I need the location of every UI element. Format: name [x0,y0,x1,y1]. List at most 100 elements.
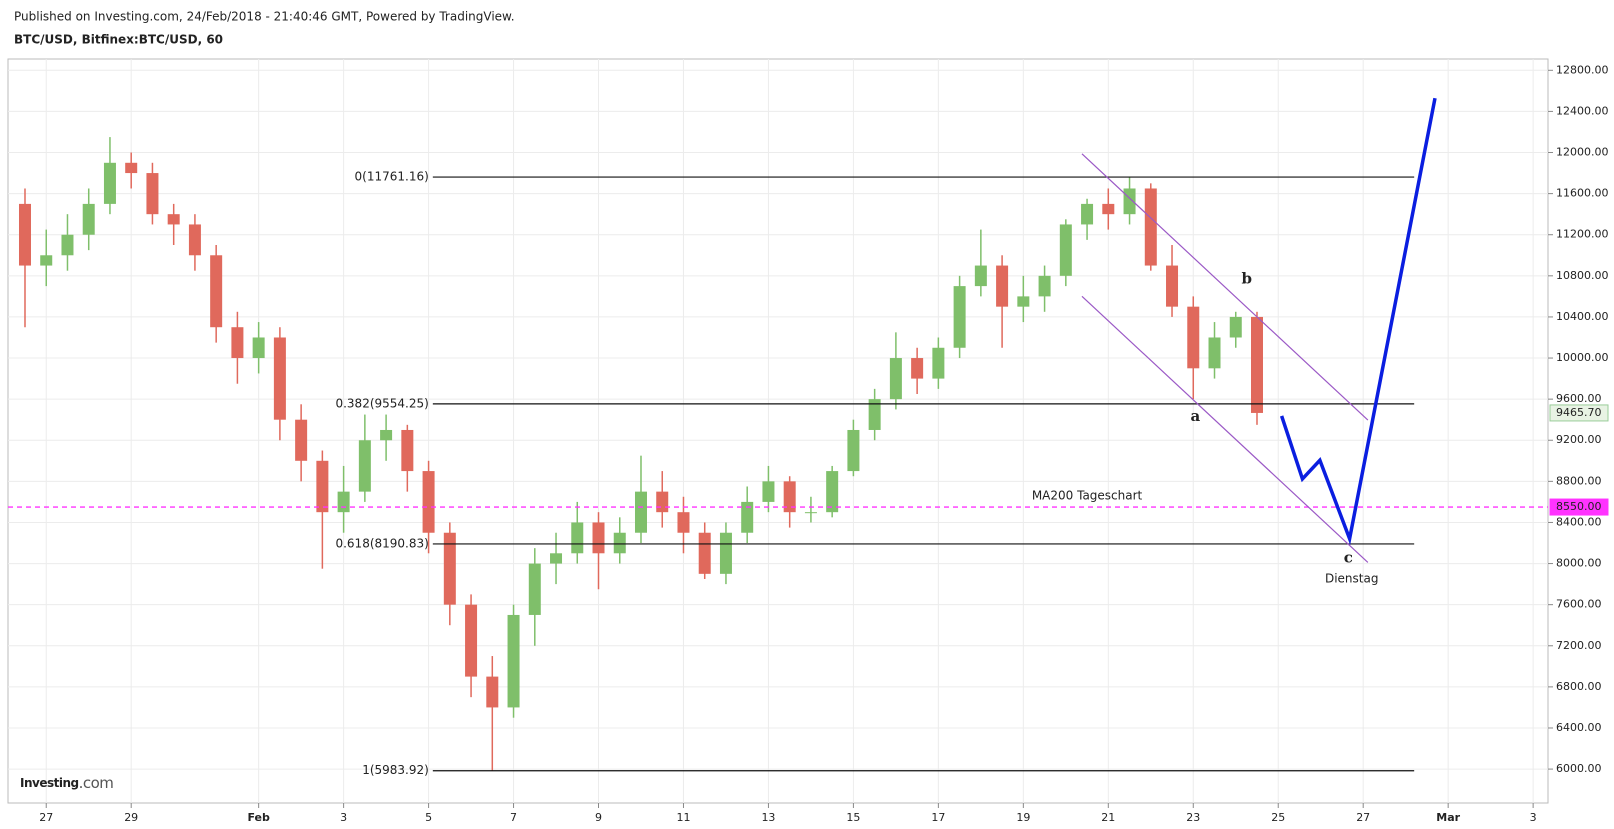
x-tick-label: 25 [1271,811,1285,824]
y-tick-label: 6400.00 [1556,721,1602,734]
y-tick-label: 12000.00 [1556,146,1609,159]
x-tick-label: 5 [425,811,432,824]
ma-label: MA200 Tageschart [1032,489,1143,503]
y-tick-label: 6000.00 [1556,762,1602,775]
candle-body [719,532,732,574]
candle-body [1144,188,1157,266]
candle-body [295,419,308,461]
annotation: Dienstag [1325,571,1379,585]
candle-body [932,347,945,379]
x-tick-label: 13 [761,811,775,824]
channel-line [1081,295,1369,563]
wave-label: a [1191,407,1201,425]
wave-label: c [1344,548,1353,566]
logo-suffix: .com [79,774,114,792]
x-tick-label: 27 [39,811,53,824]
candle-body [1038,275,1051,297]
candle-body [231,327,244,359]
y-tick-label: 10400.00 [1556,310,1609,323]
fib-label: 0.618(8190.83) [335,536,428,550]
candle-body [316,460,329,513]
y-tick-label: 8400.00 [1556,515,1602,528]
x-tick-label: 21 [1101,811,1115,824]
candle-body [656,491,669,513]
candle-body [40,255,53,266]
candle-body [1102,203,1115,215]
fib-label: 1(5983.92) [362,763,429,777]
candle-body [103,162,116,204]
candle-body [592,522,605,554]
candle-body [380,429,393,441]
plot-frame [7,58,1549,804]
x-tick-label: Mar [1436,811,1460,824]
candle-body [125,162,138,174]
y-tick-label: 11600.00 [1556,187,1609,200]
projection-line [1279,97,1437,546]
y-tick-label: 11200.00 [1556,228,1609,241]
candle-body [1017,296,1030,307]
price-tag [1549,498,1609,516]
price-tag [1549,404,1609,422]
y-tick-label: 8800.00 [1556,474,1602,487]
y-tick-label: 10800.00 [1556,269,1609,282]
candle-body [210,255,223,328]
price-tag-label: 9465.70 [1556,406,1602,419]
candle-body [1229,316,1242,338]
candle-body [889,358,902,400]
candle-body [486,676,499,708]
candle-body [82,203,95,235]
x-tick-label: 17 [931,811,945,824]
candle-body [188,224,201,256]
candle-body [507,614,520,708]
candle-body [443,532,456,605]
candle-body [677,512,690,533]
candle-body [974,265,987,287]
x-tick-label: 27 [1356,811,1370,824]
wave-label: b [1242,270,1253,288]
candle-body [550,553,563,564]
candle-body [358,440,371,492]
candle-body [911,358,924,379]
candle-body [762,481,775,502]
candle-body [571,522,584,554]
candle-body [167,214,180,225]
channel-line [1081,153,1369,421]
y-tick-label: 12400.00 [1556,104,1609,117]
candle-body [1187,306,1200,369]
y-tick-label: 8000.00 [1556,557,1602,570]
candle-body [953,286,966,348]
candle-body [18,203,31,266]
price-tag-label: 8550.00 [1556,500,1602,513]
candle-body [868,399,881,430]
header: Published on Investing.com, 24/Feb/2018 … [14,10,515,24]
chart-title: BTC/USD, Bitfinex:BTC/USD, 60 [14,33,223,47]
y-tick-label: 10000.00 [1556,351,1609,364]
candle-body [61,234,74,256]
candle-body [273,337,286,420]
candle-body [826,471,839,513]
x-tick-label: 7 [510,811,517,824]
y-tick-label: 12800.00 [1556,63,1609,76]
x-tick-label: 15 [846,811,860,824]
y-tick-label: 7600.00 [1556,598,1602,611]
candle-body [465,604,478,677]
x-tick-label: Feb [247,811,270,824]
candle-body [804,512,817,514]
x-tick-label: 11 [676,811,690,824]
fib-label: 0(11761.16) [355,170,429,184]
candle-body [1250,316,1263,413]
candle-body [613,532,626,554]
candle-body [422,471,435,533]
candle-body [847,429,860,472]
x-tick-label: 23 [1186,811,1200,824]
candle-body [634,491,647,533]
candle-body [741,501,754,533]
candle-body [337,491,350,513]
x-tick-label: 3 [340,811,347,824]
y-tick-label: 7200.00 [1556,639,1602,652]
logo: Investing.com [20,774,113,792]
y-tick-label: 9600.00 [1556,392,1602,405]
logo-text: Investing [20,776,79,790]
